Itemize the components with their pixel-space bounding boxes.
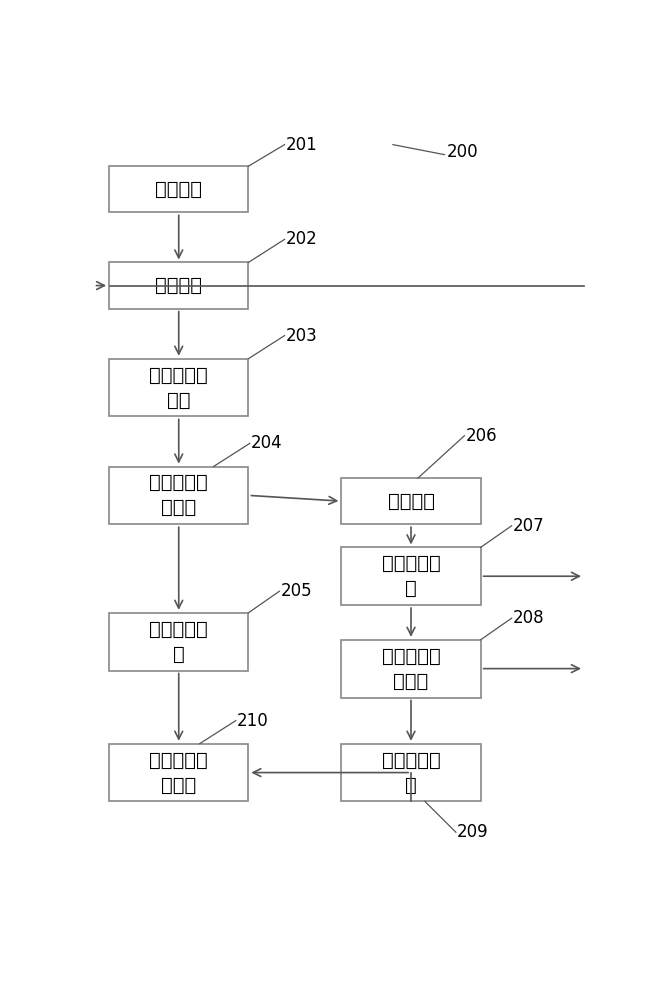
- Bar: [341, 478, 481, 524]
- Text: 判定寿命到
达单元: 判定寿命到 达单元: [149, 751, 208, 795]
- Text: 201: 201: [286, 136, 317, 154]
- Text: 204: 204: [250, 434, 282, 452]
- Text: 209: 209: [457, 823, 489, 841]
- Bar: [341, 547, 481, 605]
- Bar: [109, 744, 248, 801]
- Text: 初始单元: 初始单元: [155, 180, 202, 199]
- Bar: [341, 640, 481, 698]
- Text: 加工条件判
定单元: 加工条件判 定单元: [149, 473, 208, 517]
- Text: 第一判定单
元: 第一判定单 元: [149, 620, 208, 664]
- Bar: [109, 359, 248, 416]
- Bar: [109, 262, 248, 309]
- Text: 202: 202: [286, 230, 317, 248]
- Bar: [109, 613, 248, 671]
- Text: 210: 210: [237, 712, 268, 730]
- Text: 205: 205: [280, 582, 312, 600]
- Text: 计数单元: 计数单元: [388, 492, 434, 511]
- Text: 208: 208: [513, 609, 544, 627]
- Bar: [109, 166, 248, 212]
- Text: 采样单元: 采样单元: [155, 276, 202, 295]
- Text: 207: 207: [513, 517, 544, 535]
- Bar: [341, 744, 481, 801]
- Text: 能量值计算
单元: 能量值计算 单元: [149, 366, 208, 410]
- Text: 203: 203: [286, 327, 317, 345]
- Text: 206: 206: [466, 427, 497, 445]
- Text: 第三判定单
元: 第三判定单 元: [382, 751, 440, 795]
- Text: 200: 200: [447, 143, 479, 161]
- Text: 第二判定单
元: 第二判定单 元: [382, 554, 440, 598]
- Text: 能量比值计
算单元: 能量比值计 算单元: [382, 647, 440, 691]
- Bar: [109, 466, 248, 524]
